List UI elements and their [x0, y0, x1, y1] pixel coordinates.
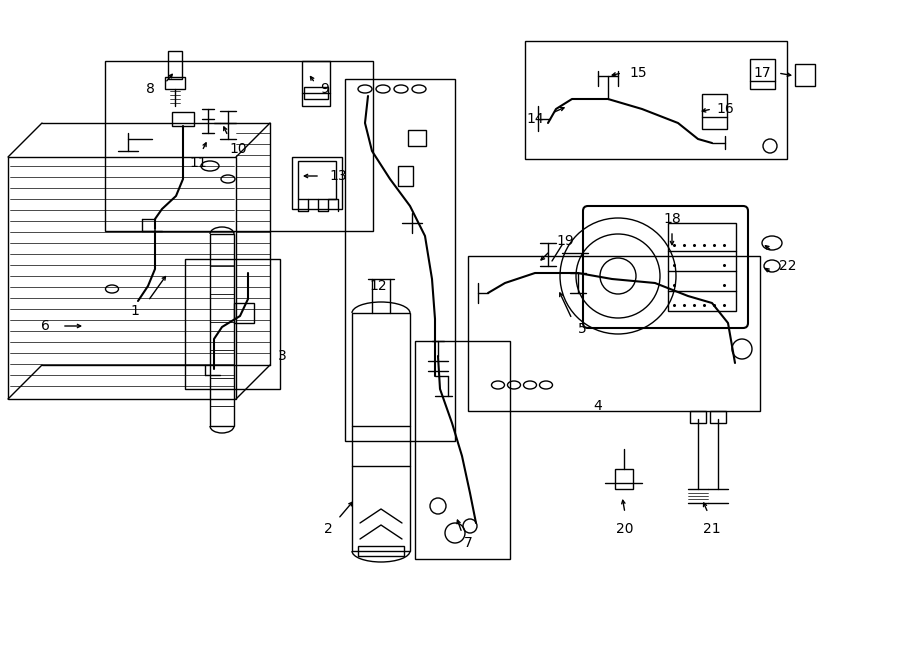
Text: 6: 6 — [40, 319, 50, 333]
Text: 1: 1 — [130, 304, 140, 318]
Text: 11: 11 — [189, 156, 207, 170]
Text: 19: 19 — [556, 234, 574, 248]
Text: 14: 14 — [526, 112, 544, 126]
Text: 16: 16 — [716, 102, 734, 116]
Text: 20: 20 — [616, 522, 634, 536]
Text: 22: 22 — [779, 259, 796, 273]
Text: 18: 18 — [663, 212, 681, 226]
Text: 17: 17 — [753, 66, 770, 80]
Text: 15: 15 — [629, 66, 647, 80]
Text: 12: 12 — [369, 279, 387, 293]
Text: 13: 13 — [329, 169, 346, 183]
Text: 3: 3 — [277, 349, 286, 363]
Text: 4: 4 — [594, 399, 602, 413]
Text: 2: 2 — [324, 522, 332, 536]
Text: 5: 5 — [578, 322, 587, 336]
Text: 10: 10 — [230, 142, 247, 156]
Text: 21: 21 — [703, 522, 721, 536]
Text: 9: 9 — [320, 82, 329, 96]
Text: 7: 7 — [464, 536, 472, 550]
Text: 8: 8 — [146, 82, 155, 96]
